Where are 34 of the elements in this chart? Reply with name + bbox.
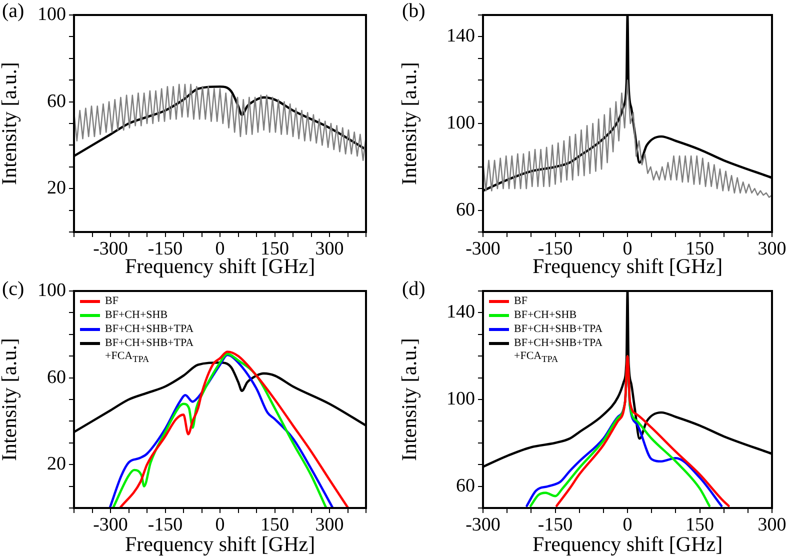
x-tick-label: 300 — [315, 238, 344, 260]
legend-label: BF+CH+SHB+TPA — [105, 323, 194, 336]
legend-label: BF+CH+SHB+TPA +FCA$_{TPA}$ — [105, 337, 194, 366]
x-tick-label: 300 — [758, 238, 786, 260]
legend-label: BF+CH+SHB+TPA — [514, 323, 603, 336]
legend-label: BF — [105, 295, 118, 308]
y-axis-title: Intensity [a.u.] — [0, 62, 22, 186]
y-tick-label: 140 — [446, 302, 475, 323]
y-tick-label: 100 — [446, 388, 475, 410]
chart-title: (c) — [2, 278, 24, 301]
y-axis-title: Intensity [a.u.] — [397, 62, 422, 186]
x-tick-label: -300 — [466, 238, 500, 260]
legend-label: BF — [514, 295, 528, 308]
y-axis-title: Intensity [a.u.] — [0, 338, 22, 462]
chart-title: (a) — [2, 0, 24, 23]
y-tick-label: 100 — [38, 4, 66, 25]
x-tick-label: -300 — [466, 514, 500, 536]
x-tick-label: 300 — [758, 514, 786, 536]
chart-title: (b) — [402, 0, 426, 23]
y-tick-label: 60 — [47, 90, 66, 112]
y-tick-label: 60 — [47, 366, 66, 388]
legend-label: BF+CH+SHB — [105, 309, 168, 322]
y-axis-title: Intensity [a.u.] — [397, 338, 422, 462]
y-tick-label: 20 — [47, 454, 66, 475]
y-tick-label: 20 — [47, 178, 66, 199]
legend-label: BF+CH+SHB — [514, 309, 577, 322]
y-tick-label: 60 — [456, 475, 475, 496]
y-tick-label: 100 — [38, 280, 66, 301]
x-tick-label: 300 — [315, 514, 344, 536]
y-tick-label: 140 — [446, 26, 475, 47]
y-tick-label: 60 — [456, 199, 475, 220]
y-tick-label: 100 — [446, 112, 475, 134]
chart-title: (d) — [402, 278, 426, 301]
legend-label: BF+CH+SHB+TPA +FCA$_{TPA}$ — [514, 337, 603, 366]
